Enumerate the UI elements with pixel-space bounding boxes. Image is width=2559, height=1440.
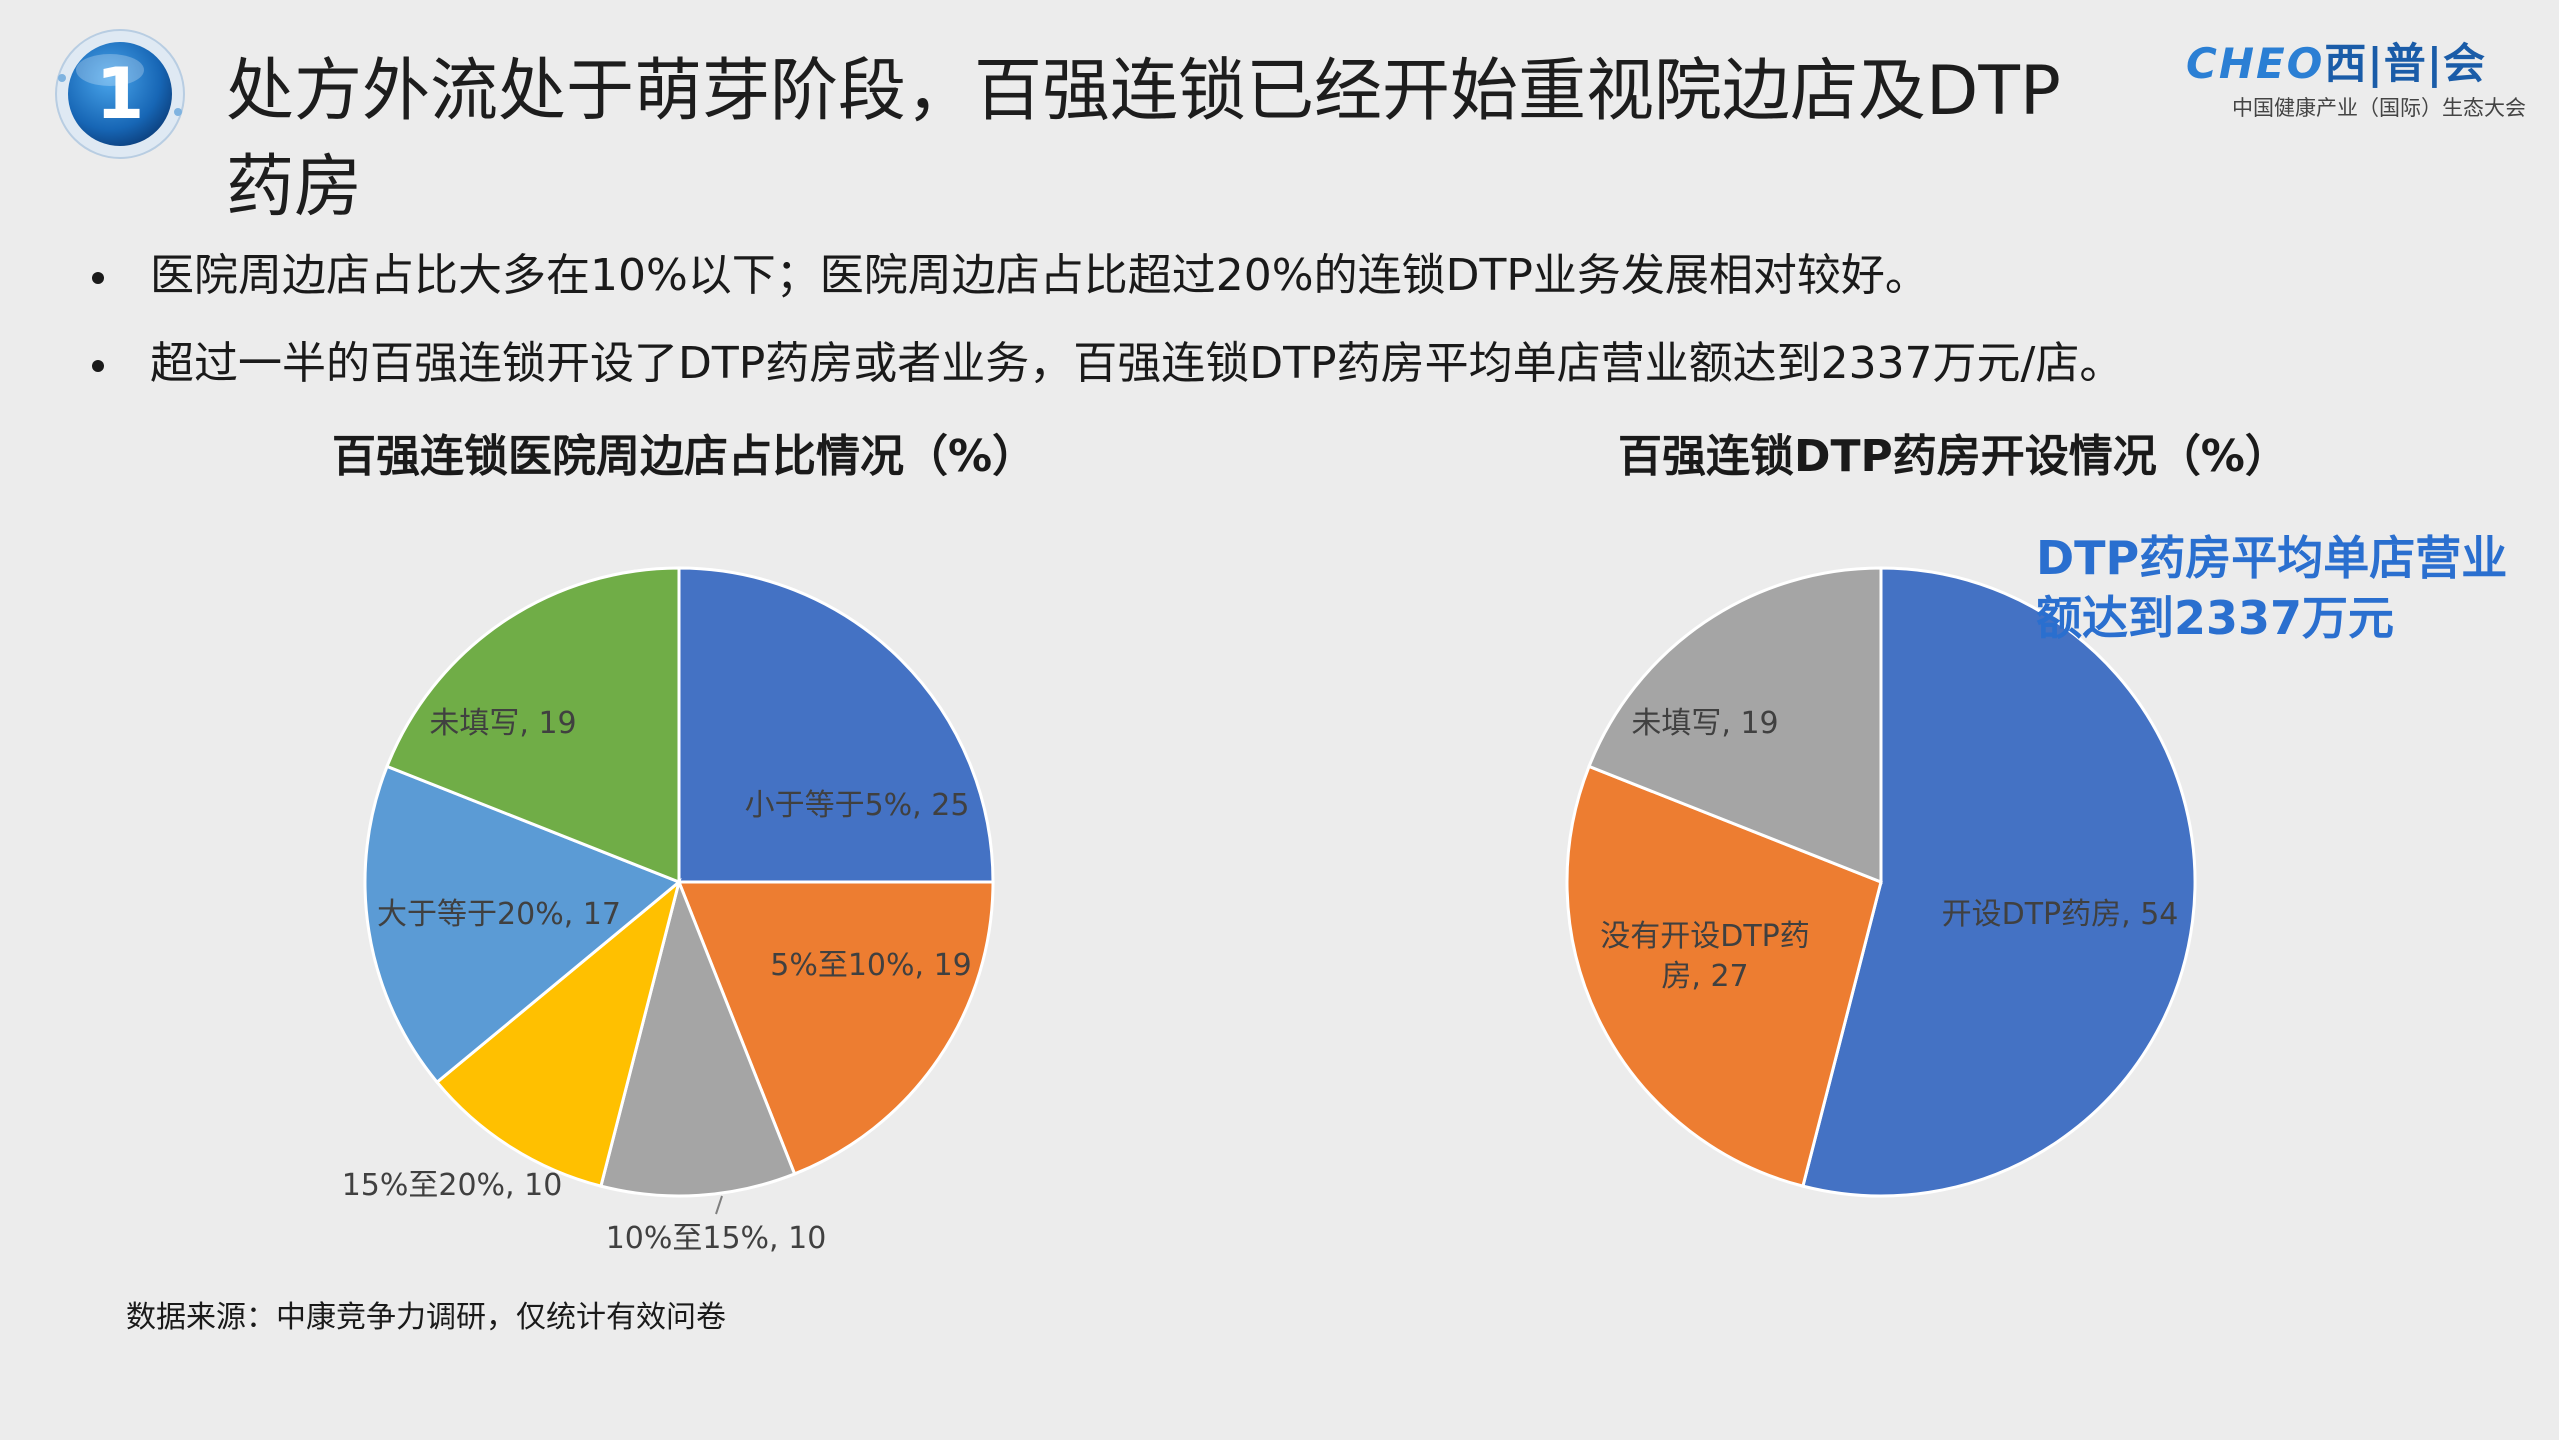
pie-slice (676, 880, 995, 1176)
bullet-item-1: 医院周边店占比大多在10%以下；医院周边店占比超过20%的连锁DTP业务发展相对… (88, 248, 2488, 304)
pie-slice (1801, 566, 2197, 1198)
logo-subtitle: 中国健康产业（国际）生态大会 (2232, 96, 2526, 120)
pie-slice (1587, 566, 1883, 885)
pie-slice (363, 764, 682, 1085)
hospital-store-share-pie: 小于等于5%, 25 5%至10%, 19 10%至15%, 10 15%至20%, … (342, 566, 995, 1256)
logo-latin: CHEO (2186, 39, 2325, 88)
bullet-list: 医院周边店占比大多在10%以下；医院周边店占比超过20%的连锁DTP业务发展相对… (88, 248, 2488, 424)
section-number-badge-icon: 1 (55, 29, 185, 159)
pie-data-label: 5%至10%, 19 (770, 948, 972, 983)
pie-data-label: 没有开设DTP药房, 27 (1600, 919, 1810, 994)
bullet-item-2: 超过一半的百强连锁开设了DTP药房或者业务，百强连锁DTP药房平均单店营业额达到… (88, 336, 2488, 392)
pie-slice (1565, 764, 1883, 1188)
pie-data-label: 大于等于20%, 17 (377, 897, 621, 932)
pie-data-label: 未填写, 19 (429, 706, 576, 741)
logo-cn: 西|普|会 (2324, 39, 2487, 88)
pie-data-label: 10%至15%, 10 (606, 1221, 827, 1256)
data-source-note: 数据来源：中康竞争力调研，仅统计有效问卷 (126, 1300, 726, 1335)
pie-data-label: 小于等于5%, 25 (745, 788, 970, 823)
left-chart-title: 百强连锁医院周边店占比情况（%） (332, 431, 1037, 482)
badge-number: 1 (96, 53, 145, 135)
pie-slice (677, 566, 995, 884)
dtp-revenue-callout: DTP药房平均单店营业额达到2337万元 (2036, 531, 2508, 645)
right-chart-title: 百强连锁DTP药房开设情况（%） (1618, 431, 2289, 482)
cheo-logo: CHEO西|普|会 中国健康产业（国际）生态大会 (2186, 40, 2526, 124)
leader-line (715, 1195, 723, 1215)
pie-slice (434, 877, 682, 1188)
logo-wordmark: CHEO西|普|会 (2186, 40, 2526, 88)
dtp-pharmacy-pie: 开设DTP药房, 54 没有开设DTP药房, 27 未填写, 19 (1565, 566, 2197, 1198)
pie-data-label: 开设DTP药房, 54 (1942, 897, 2179, 932)
page-title: 处方外流处于萌芽阶段，百强连锁已经开始重视院边店及DTP药房 (226, 52, 2061, 227)
pie-slice (385, 566, 681, 885)
pie-data-label: 15%至20%, 10 (342, 1168, 563, 1203)
pie-slice (599, 877, 797, 1198)
pie-data-label: 未填写, 19 (1631, 706, 1778, 741)
